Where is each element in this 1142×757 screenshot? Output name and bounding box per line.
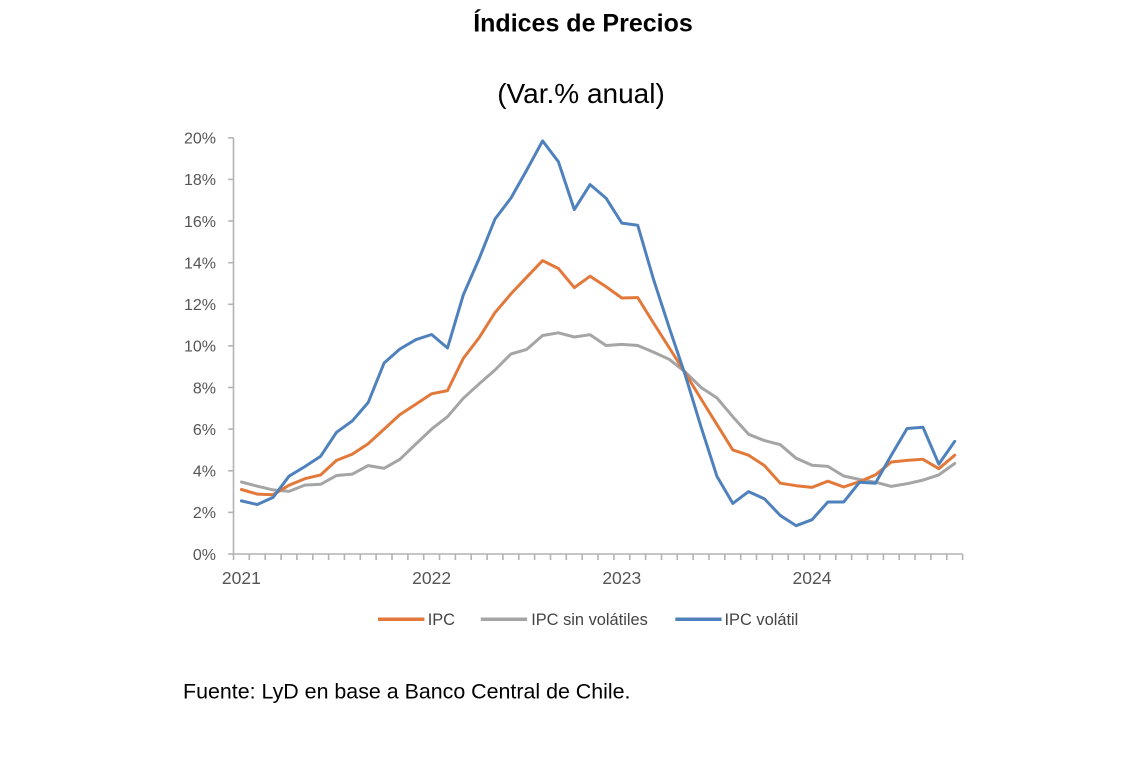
svg-text:12%: 12% [184,297,216,314]
svg-text:0%: 0% [193,547,216,564]
svg-text:2022: 2022 [412,568,451,588]
svg-text:4%: 4% [193,464,216,481]
svg-text:14%: 14% [184,256,216,273]
svg-text:10%: 10% [184,339,216,356]
svg-text:20%: 20% [184,131,216,148]
svg-text:IPC sin volátiles: IPC sin volátiles [531,611,648,629]
svg-text:Índices de Precios: Índices de Precios [473,9,693,38]
svg-text:IPC volátil: IPC volátil [725,611,799,629]
svg-text:6%: 6% [193,422,216,439]
svg-text:16%: 16% [184,214,216,231]
svg-text:8%: 8% [193,380,216,397]
svg-text:IPC: IPC [428,611,455,629]
svg-text:(Var.% anual): (Var.% anual) [497,78,665,109]
svg-text:2024: 2024 [793,568,832,588]
svg-text:18%: 18% [184,172,216,189]
svg-text:2021: 2021 [222,568,261,588]
svg-text:2023: 2023 [602,568,641,588]
svg-text:2%: 2% [193,505,216,522]
svg-text:Fuente: LyD en base a Banco Ce: Fuente: LyD en base a Banco Central de C… [183,680,631,704]
